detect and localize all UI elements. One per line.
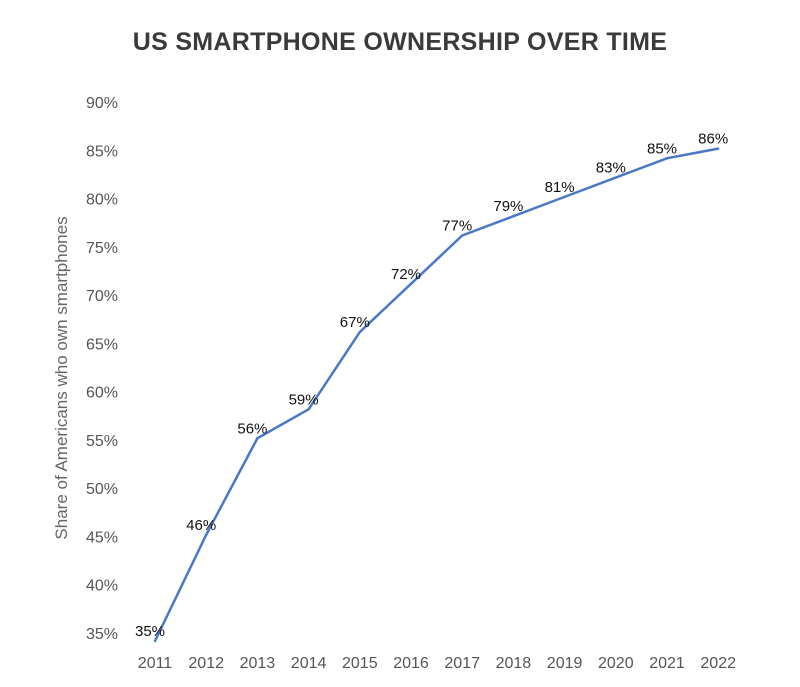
data-point (512, 215, 515, 218)
y-tick-label: 45% (86, 529, 118, 546)
data-point (614, 176, 617, 179)
data-label: 79% (493, 198, 523, 215)
data-label: 35% (135, 623, 165, 640)
x-tick-label: 2013 (240, 655, 276, 672)
x-tick-label: 2019 (547, 655, 583, 672)
data-label: 86% (698, 131, 728, 148)
y-tick-label: 40% (86, 578, 118, 595)
data-label: 81% (545, 179, 575, 196)
data-point (563, 195, 566, 199)
x-tick-label: 2020 (598, 655, 634, 672)
y-tick-label: 55% (86, 433, 118, 450)
x-tick-label: 2018 (496, 655, 532, 672)
data-label: 46% (186, 517, 216, 534)
data-point (665, 157, 669, 160)
y-tick-label: 80% (86, 192, 118, 209)
data-label: 85% (647, 140, 677, 157)
data-label: 56% (237, 420, 267, 437)
y-tick-label: 85% (86, 143, 118, 160)
y-tick-label: 75% (86, 240, 118, 257)
x-tick-label: 2011 (138, 655, 173, 672)
data-point (153, 639, 157, 643)
data-point (307, 408, 310, 411)
data-label: 59% (289, 391, 319, 408)
data-point (358, 330, 361, 334)
series-line (153, 147, 719, 642)
data-point (409, 282, 413, 285)
x-tick-label: 2015 (342, 655, 378, 672)
y-tick-label: 70% (86, 288, 118, 305)
x-tick-label: 2017 (444, 655, 480, 672)
data-label: 72% (391, 266, 421, 283)
data-point (717, 147, 720, 150)
x-tick-label: 2021 (649, 655, 685, 672)
y-tick-label: 60% (86, 385, 118, 402)
y-tick-label: 65% (86, 336, 118, 353)
data-point (256, 437, 259, 440)
data-point (461, 234, 464, 237)
data-label: 77% (442, 218, 472, 235)
chart-title: US SMARTPHONE OWNERSHIP OVER TIME (132, 28, 668, 56)
x-tick-label: 2012 (188, 655, 224, 672)
y-tick-label: 35% (86, 626, 118, 643)
x-tick-label: 2022 (700, 655, 736, 672)
data-label: 83% (596, 160, 626, 177)
x-tick-label: 2016 (393, 655, 429, 672)
x-tick-label: 2014 (291, 655, 327, 672)
y-tick-label: 90% (86, 95, 118, 112)
data-label: 67% (340, 314, 370, 331)
data-point (205, 533, 208, 536)
y-tick-label: 50% (86, 481, 118, 498)
